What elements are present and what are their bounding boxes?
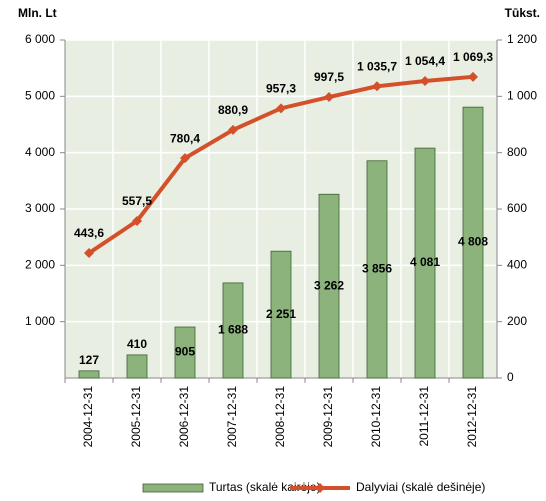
line-marker xyxy=(132,215,142,226)
line-marker xyxy=(276,103,286,114)
y2-tick-label: 1 000 xyxy=(507,89,537,103)
line-value-label: 997,5 xyxy=(314,70,344,84)
y-tick-label: 3 000 xyxy=(25,201,55,215)
line-value-label: 780,4 xyxy=(170,131,200,145)
y-tick-label: 5 000 xyxy=(25,89,55,103)
y-tick-label: 2 000 xyxy=(25,258,55,272)
bar-value-label: 410 xyxy=(127,337,147,351)
y-axis-title: Mln. Lt xyxy=(18,6,57,20)
x-tick-label: 2008-12-31 xyxy=(273,386,287,448)
x-tick-label: 2005-12-31 xyxy=(129,386,143,448)
x-tick-label: 2012-12-31 xyxy=(465,386,479,448)
bar xyxy=(126,354,148,379)
x-tick-label: 2004-12-31 xyxy=(81,386,95,448)
y2-axis-title: Tūkst. xyxy=(505,6,540,20)
bar-value-label: 3 856 xyxy=(362,262,392,276)
line-value-label: 880,9 xyxy=(218,103,248,117)
line-value-label: 1 035,7 xyxy=(357,59,397,73)
bar xyxy=(366,160,388,379)
bar-value-label: 2 251 xyxy=(266,307,296,321)
legend-label: Turtas (skalė kairėje) xyxy=(209,480,321,494)
y-tick-label: 6 000 xyxy=(25,32,55,46)
y-tick-label: 1 000 xyxy=(25,314,55,328)
y2-tick-label: 800 xyxy=(507,145,527,159)
y2-tick-label: 200 xyxy=(507,314,527,328)
legend-swatch xyxy=(142,483,204,493)
y-tick-label: 4 000 xyxy=(25,145,55,159)
bar xyxy=(78,370,100,379)
line-marker xyxy=(180,153,190,164)
bar xyxy=(414,147,436,379)
bar xyxy=(462,106,484,379)
bar xyxy=(318,193,340,379)
x-tick-label: 2009-12-31 xyxy=(321,386,335,448)
line-marker xyxy=(228,124,238,135)
bar-value-label: 4 808 xyxy=(458,235,488,249)
bar-value-label: 905 xyxy=(175,345,195,359)
line-marker xyxy=(84,248,94,259)
bar-value-label: 3 262 xyxy=(314,278,344,292)
y2-tick-label: 1 200 xyxy=(507,32,537,46)
y2-tick-label: 0 xyxy=(507,370,514,384)
bar-value-label: 1 688 xyxy=(218,323,248,337)
x-tick-label: 2011-12-31 xyxy=(417,386,431,447)
bar xyxy=(174,326,196,379)
bar xyxy=(222,282,244,379)
x-tick-label: 2010-12-31 xyxy=(369,386,383,448)
line-marker xyxy=(324,92,334,103)
bar-value-label: 127 xyxy=(79,353,99,367)
line-marker xyxy=(468,71,478,82)
legend-label: Dalyviai (skalė dešinėje) xyxy=(356,480,485,494)
x-tick-label: 2006-12-31 xyxy=(177,386,191,448)
line-marker xyxy=(372,81,382,92)
bar-value-label: 4 081 xyxy=(410,255,440,269)
legend-marker xyxy=(315,483,325,493)
line-value-label: 557,5 xyxy=(122,194,152,208)
x-tick-label: 2007-12-31 xyxy=(225,386,239,448)
line-marker xyxy=(420,76,430,87)
bar xyxy=(270,250,292,379)
y2-tick-label: 400 xyxy=(507,258,527,272)
line-value-label: 957,3 xyxy=(266,82,296,96)
line-value-label: 1 069,3 xyxy=(453,50,493,64)
line-value-label: 1 054,4 xyxy=(405,54,445,68)
y2-tick-label: 600 xyxy=(507,201,527,215)
line-value-label: 443,6 xyxy=(74,226,104,240)
